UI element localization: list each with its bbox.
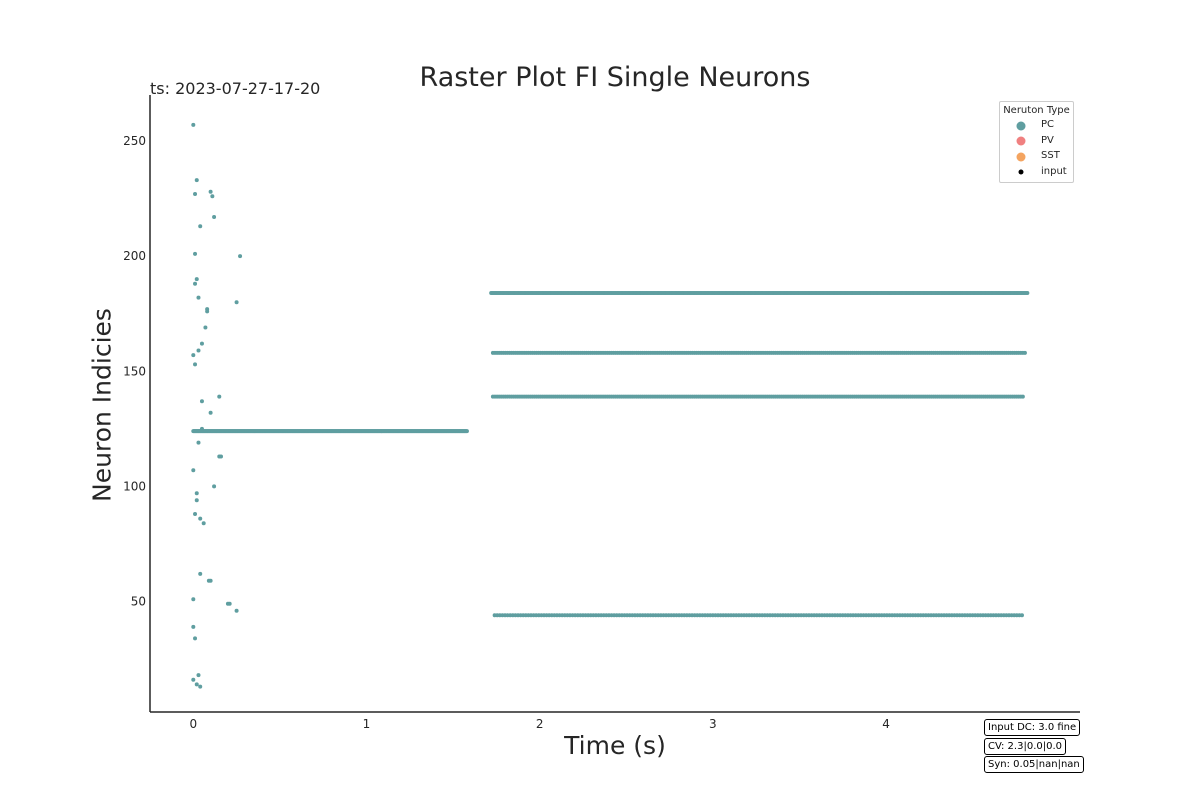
spike-point bbox=[203, 325, 208, 330]
spike-point bbox=[210, 194, 215, 199]
spike-point bbox=[194, 498, 199, 503]
spike-train-point bbox=[1019, 613, 1024, 618]
spike-point bbox=[198, 684, 203, 689]
x-axis-label: Time (s) bbox=[564, 731, 666, 760]
spike-point bbox=[191, 624, 196, 629]
spike-point bbox=[201, 521, 206, 526]
timestamp-label: ts: 2023-07-27-17-20 bbox=[150, 79, 321, 98]
spike-point bbox=[196, 295, 201, 300]
spike-point bbox=[219, 454, 224, 459]
spike-point bbox=[234, 300, 239, 305]
spike-point bbox=[205, 309, 210, 314]
axis-ticks: 0 1 2 3 4 50 100 150 200 250 bbox=[123, 134, 890, 731]
legend-label-input: input bbox=[1041, 165, 1067, 177]
spike-point bbox=[198, 224, 203, 229]
x-tick-label: 2 bbox=[536, 717, 544, 731]
spike-point bbox=[196, 673, 201, 678]
y-tick-label: 50 bbox=[131, 594, 146, 608]
spike-train-point bbox=[1022, 350, 1027, 355]
y-tick-label: 100 bbox=[123, 479, 146, 493]
x-tick-label: 4 bbox=[882, 717, 890, 731]
spike-point bbox=[193, 281, 198, 286]
y-tick-label: 150 bbox=[123, 364, 146, 378]
spike-point bbox=[191, 597, 196, 602]
x-tick-label: 1 bbox=[363, 717, 371, 731]
input-marker-icon bbox=[1018, 169, 1024, 175]
spike-point bbox=[199, 399, 204, 404]
spike-point bbox=[191, 122, 196, 127]
cv-box: CV: 2.3|0.0|0.0 bbox=[984, 738, 1067, 755]
spike-point bbox=[194, 277, 199, 282]
spike-point bbox=[208, 410, 213, 415]
spike-point bbox=[208, 578, 213, 583]
spike-train-point bbox=[1020, 394, 1025, 399]
spike-point bbox=[193, 512, 198, 517]
spike-point bbox=[199, 341, 204, 346]
pv-marker-icon bbox=[1016, 136, 1026, 146]
legend-item-pv: PV bbox=[1000, 134, 1073, 150]
spike-points bbox=[191, 122, 1030, 689]
spike-point bbox=[196, 440, 201, 445]
spike-point bbox=[194, 491, 199, 496]
legend-item-sst: SST bbox=[1000, 149, 1073, 165]
spike-point bbox=[193, 192, 198, 196]
y-tick-label: 250 bbox=[123, 134, 146, 148]
y-axis-label: Neuron Indicies bbox=[87, 308, 117, 502]
spike-point bbox=[238, 254, 243, 259]
spike-point bbox=[196, 348, 201, 353]
spike-point bbox=[217, 394, 222, 399]
legend-label-pv: PV bbox=[1041, 134, 1054, 146]
legend-item-pc: PC bbox=[1000, 118, 1073, 134]
spike-point bbox=[227, 601, 232, 606]
spike-point bbox=[194, 682, 199, 687]
syn-box: Syn: 0.05|nan|nan bbox=[984, 756, 1084, 773]
spike-point bbox=[208, 189, 213, 194]
spike-point bbox=[194, 178, 199, 183]
spike-point bbox=[191, 677, 196, 682]
spike-point bbox=[212, 484, 217, 489]
sst-marker-icon bbox=[1016, 152, 1026, 162]
spike-point bbox=[191, 353, 196, 358]
spike-train-point bbox=[1025, 290, 1030, 295]
spike-point bbox=[193, 636, 198, 641]
spike-point bbox=[234, 608, 239, 613]
legend-item-input: input bbox=[1000, 165, 1073, 181]
spike-point bbox=[191, 468, 196, 473]
legend: Neruton Type PC PV SST input bbox=[999, 101, 1074, 183]
y-tick-label: 200 bbox=[123, 249, 146, 263]
spike-train-point bbox=[464, 429, 469, 434]
legend-label-sst: SST bbox=[1041, 150, 1060, 161]
input-dc-box: Input DC: 3.0 fine bbox=[984, 719, 1081, 736]
x-tick-label: 0 bbox=[189, 717, 197, 731]
spike-point bbox=[212, 215, 217, 220]
spike-point bbox=[193, 362, 198, 367]
chart-title: Raster Plot FI Single Neurons bbox=[419, 62, 811, 93]
legend-title: Neruton Type bbox=[1003, 105, 1070, 116]
pc-marker-icon bbox=[1016, 121, 1026, 131]
x-tick-label: 3 bbox=[709, 717, 717, 731]
spike-point bbox=[198, 516, 203, 521]
spike-point bbox=[193, 251, 198, 256]
spike-point bbox=[198, 571, 203, 576]
legend-label-pc: PC bbox=[1041, 119, 1055, 130]
